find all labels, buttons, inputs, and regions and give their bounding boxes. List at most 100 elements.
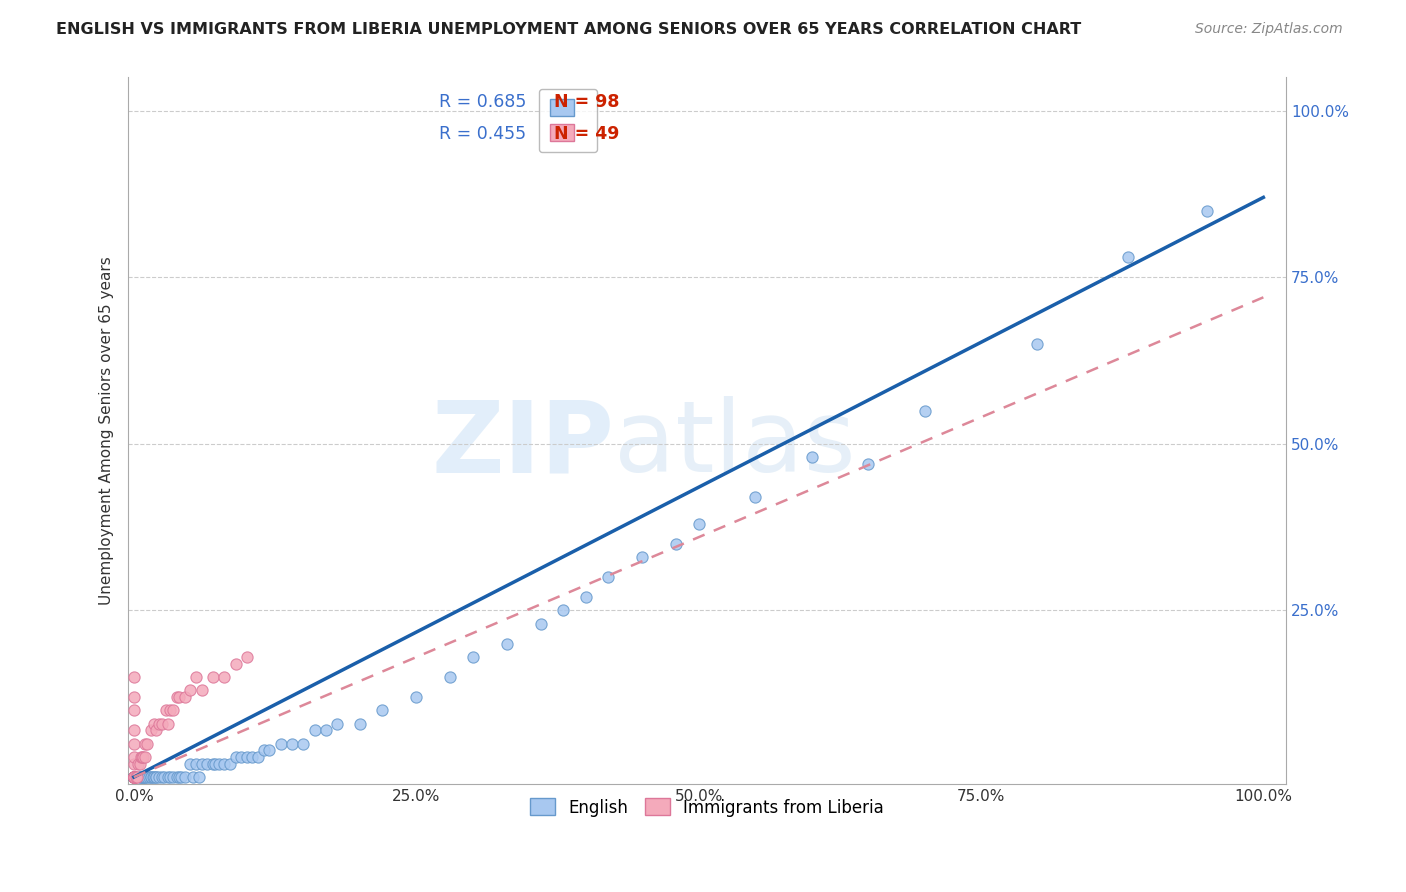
Point bbox=[122, 690, 145, 705]
Point bbox=[122, 756, 145, 771]
Point bbox=[134, 750, 156, 764]
Point bbox=[122, 770, 145, 784]
Point bbox=[143, 716, 166, 731]
Point bbox=[167, 690, 190, 705]
Point bbox=[551, 603, 574, 617]
Point bbox=[173, 770, 195, 784]
Point bbox=[127, 770, 149, 784]
Point bbox=[744, 490, 766, 504]
Point bbox=[134, 770, 156, 784]
Point bbox=[145, 723, 167, 738]
Point bbox=[153, 770, 176, 784]
Point bbox=[122, 770, 145, 784]
Point bbox=[179, 683, 201, 698]
Point bbox=[148, 716, 170, 731]
Point bbox=[292, 737, 315, 751]
Point bbox=[212, 756, 235, 771]
Point bbox=[122, 770, 145, 784]
Text: atlas: atlas bbox=[614, 396, 856, 493]
Legend: English, Immigrants from Liberia: English, Immigrants from Liberia bbox=[522, 790, 893, 825]
Point bbox=[122, 770, 145, 784]
Point bbox=[122, 770, 145, 784]
Point bbox=[122, 770, 145, 784]
Point bbox=[132, 770, 155, 784]
Point bbox=[439, 670, 461, 684]
Point bbox=[122, 770, 145, 784]
Point bbox=[190, 683, 212, 698]
Point bbox=[122, 770, 145, 784]
Point bbox=[201, 670, 224, 684]
Point bbox=[122, 770, 145, 784]
Point bbox=[122, 770, 145, 784]
Point bbox=[236, 650, 259, 665]
Point bbox=[122, 770, 145, 784]
Point bbox=[122, 737, 145, 751]
Point bbox=[134, 737, 156, 751]
Point bbox=[315, 723, 337, 738]
Point bbox=[461, 650, 484, 665]
Point bbox=[914, 403, 936, 417]
Point bbox=[270, 737, 292, 751]
Point bbox=[122, 770, 145, 784]
Point bbox=[122, 770, 145, 784]
Point bbox=[138, 770, 160, 784]
Point bbox=[1116, 251, 1139, 265]
Point bbox=[122, 750, 145, 764]
Point bbox=[166, 770, 188, 784]
Point bbox=[1195, 203, 1218, 218]
Text: ZIP: ZIP bbox=[432, 396, 614, 493]
Point bbox=[179, 756, 201, 771]
Point bbox=[326, 716, 349, 731]
Point bbox=[128, 770, 150, 784]
Point bbox=[236, 750, 259, 764]
Point bbox=[131, 750, 153, 764]
Point bbox=[207, 756, 229, 771]
Point bbox=[131, 770, 153, 784]
Point bbox=[231, 750, 253, 764]
Point bbox=[371, 703, 394, 717]
Point bbox=[122, 770, 145, 784]
Point bbox=[122, 770, 145, 784]
Point bbox=[122, 770, 145, 784]
Point bbox=[122, 770, 145, 784]
Point bbox=[122, 770, 145, 784]
Point bbox=[122, 770, 145, 784]
Point bbox=[304, 723, 326, 738]
Point bbox=[631, 550, 654, 565]
Point bbox=[281, 737, 304, 751]
Point bbox=[122, 770, 145, 784]
Point bbox=[167, 770, 190, 784]
Point bbox=[122, 770, 145, 784]
Point bbox=[219, 756, 242, 771]
Text: N = 49: N = 49 bbox=[554, 125, 620, 143]
Point bbox=[162, 703, 184, 717]
Point bbox=[166, 690, 188, 705]
Point bbox=[145, 770, 167, 784]
Text: ENGLISH VS IMMIGRANTS FROM LIBERIA UNEMPLOYMENT AMONG SENIORS OVER 65 YEARS CORR: ENGLISH VS IMMIGRANTS FROM LIBERIA UNEMP… bbox=[56, 22, 1081, 37]
Point bbox=[212, 670, 235, 684]
Point bbox=[529, 616, 551, 631]
Point bbox=[195, 756, 218, 771]
Point bbox=[134, 770, 156, 784]
Point bbox=[253, 743, 276, 757]
Point bbox=[122, 770, 145, 784]
Point bbox=[575, 590, 598, 604]
Point bbox=[122, 770, 145, 784]
Point bbox=[128, 770, 150, 784]
Point bbox=[225, 657, 247, 671]
Point bbox=[173, 690, 195, 705]
Point bbox=[139, 723, 162, 738]
Point bbox=[190, 756, 212, 771]
Point bbox=[122, 770, 145, 784]
Point bbox=[1026, 337, 1049, 351]
Point bbox=[156, 770, 179, 784]
Point bbox=[139, 770, 162, 784]
Point bbox=[122, 770, 145, 784]
Point bbox=[122, 703, 145, 717]
Point bbox=[122, 770, 145, 784]
Point bbox=[665, 537, 688, 551]
Point bbox=[856, 457, 879, 471]
Point bbox=[122, 770, 145, 784]
Point bbox=[127, 756, 149, 771]
Point bbox=[122, 770, 145, 784]
